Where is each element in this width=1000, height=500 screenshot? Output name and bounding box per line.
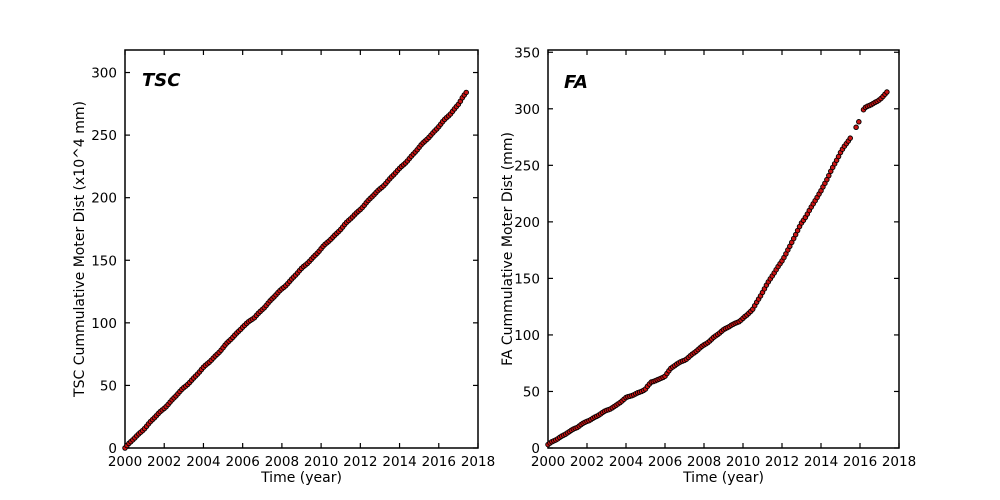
data-points-fa [545, 89, 890, 448]
x-tick-label: 2016 [843, 454, 877, 470]
x-tick-label: 2018 [461, 454, 495, 470]
axes-frame [547, 49, 900, 449]
axes-frame [124, 49, 479, 449]
x-tick-label: 2010 [726, 454, 760, 470]
x-tick-label: 2000 [108, 454, 142, 470]
y-tick-label: 300 [514, 102, 540, 118]
plot-title-tsc: TSC [142, 70, 181, 91]
y-tick-label: 250 [91, 128, 117, 144]
y-tick-label: 150 [514, 271, 540, 287]
y-tick-label: 50 [100, 378, 117, 394]
x-tick-label: 2004 [186, 454, 220, 470]
x-tick-label: 2012 [343, 454, 377, 470]
x-tick-label: 2008 [687, 454, 721, 470]
x-tick-label: 2014 [382, 454, 416, 470]
x-tick-label: 2000 [531, 454, 565, 470]
x-axis-label-tsc: Time (year) [261, 470, 342, 486]
x-tick-label: 2006 [648, 454, 682, 470]
y-axis-label-fa: FA Cummulative Moter Dist (mm) [500, 132, 516, 366]
y-tick-label: 200 [91, 191, 117, 207]
data-points-tsc [122, 89, 469, 451]
x-tick-label: 2008 [265, 454, 299, 470]
x-tick-label: 2002 [147, 454, 181, 470]
x-tick-label: 2012 [765, 454, 799, 470]
y-tick-label: 100 [514, 328, 540, 344]
x-tick-label: 2010 [304, 454, 338, 470]
y-axis-label-tsc: TSC Cummulative Moter Dist (x10^4 mm) [72, 101, 88, 397]
y-tick-label: 300 [91, 66, 117, 82]
x-tick-label: 2018 [882, 454, 916, 470]
y-tick-label: 250 [514, 158, 540, 174]
plot-fa: 2000 2002 2004 2006 2008 2010 2012 2014 2016 2018… [514, 45, 916, 470]
plot-title-fa: FA [564, 72, 588, 93]
y-tick-label: 100 [91, 316, 117, 332]
x-axis-label-fa: Time (year) [683, 470, 764, 486]
x-tick-label: 2014 [804, 454, 838, 470]
x-tick-label: 2002 [570, 454, 604, 470]
y-tick-label: 350 [514, 45, 540, 61]
x-tick-label: 2004 [609, 454, 643, 470]
y-tick-label: 0 [108, 441, 117, 457]
plot-tsc: 2000 2002 2004 2006 2008 2010 2012 2014 2016 2018… [91, 49, 495, 470]
y-tick-label: 200 [514, 215, 540, 231]
x-tick-label: 2006 [225, 454, 259, 470]
y-tick-label: 50 [523, 384, 540, 400]
x-tick-label: 2016 [422, 454, 456, 470]
y-tick-label: 0 [531, 441, 540, 457]
y-tick-label: 150 [91, 253, 117, 269]
